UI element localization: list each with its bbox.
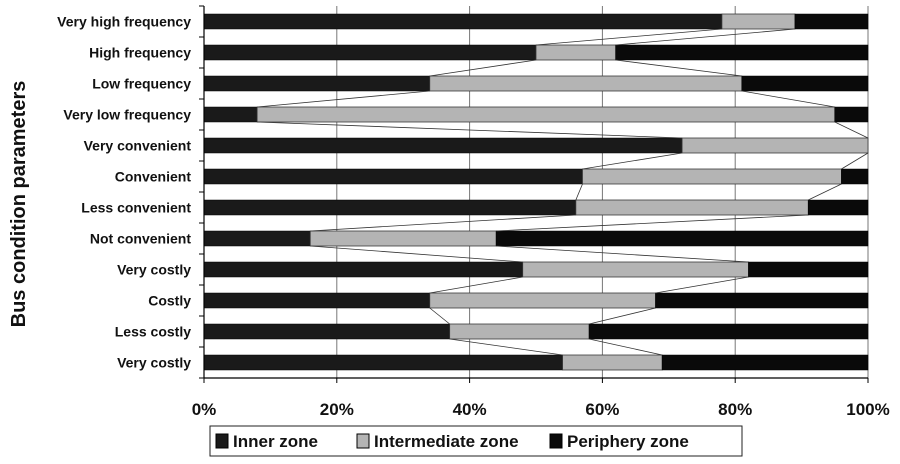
- legend-label: Intermediate zone: [374, 432, 519, 451]
- legend-label: Periphery zone: [567, 432, 689, 451]
- category-label: Low frequency: [92, 76, 191, 92]
- series-line: [834, 121, 869, 139]
- x-tick-label: 60%: [585, 400, 619, 419]
- bar-segment-inner-zone: [203, 354, 563, 371]
- bar-segment-intermediate-zone: [429, 292, 656, 309]
- series-line: [655, 276, 749, 294]
- bar-segment-periphery-zone: [807, 199, 869, 216]
- legend-swatch: [356, 433, 370, 449]
- bar-segment-inner-zone: [203, 261, 523, 278]
- category-label: Not convenient: [90, 231, 191, 247]
- legend-swatch: [215, 433, 229, 449]
- bar-segment-intermediate-zone: [681, 137, 869, 154]
- category-label: Very costly: [117, 262, 191, 278]
- bar-segment-intermediate-zone: [582, 168, 842, 185]
- y-axis-title: Bus condition parameters: [8, 81, 30, 328]
- plot-area: [204, 6, 868, 378]
- series-line: [496, 214, 809, 232]
- bar-segment-periphery-zone: [741, 75, 869, 92]
- bar-segment-inner-zone: [203, 75, 431, 92]
- series-line: [429, 307, 450, 325]
- series-lines: [257, 28, 869, 356]
- legend: Inner zone Intermediate zone Periphery zon…: [209, 425, 743, 457]
- bar-segment-inner-zone: [203, 323, 450, 340]
- bar-segment-inner-zone: [203, 137, 683, 154]
- bar-segment-intermediate-zone: [575, 199, 809, 216]
- bar-segment-periphery-zone: [834, 106, 869, 123]
- bar-segment-intermediate-zone: [256, 106, 836, 123]
- bar-segment-inner-zone: [203, 199, 577, 216]
- series-line: [496, 245, 749, 263]
- bar-segment-periphery-zone: [588, 323, 869, 340]
- category-label: Very high frequency: [57, 14, 191, 30]
- category-label: Less costly: [115, 324, 191, 340]
- axes: [199, 5, 869, 383]
- bar-segment-intermediate-zone: [429, 75, 743, 92]
- x-tick-label: 0%: [192, 400, 217, 419]
- series-line: [589, 307, 656, 325]
- bar-segment-inner-zone: [203, 292, 431, 309]
- bar-segment-intermediate-zone: [721, 13, 796, 30]
- x-tick-label: 40%: [453, 400, 487, 419]
- legend-box: [209, 425, 743, 457]
- bar-segment-intermediate-zone: [522, 261, 749, 278]
- category-label: Very convenient: [84, 138, 192, 154]
- category-labels: Very high frequency High frequency Low fre…: [57, 14, 191, 371]
- bar-segment-inner-zone: [203, 230, 311, 247]
- series-line: [575, 183, 583, 201]
- bar-segment-intermediate-zone: [309, 230, 497, 247]
- bars: [203, 13, 869, 371]
- bar-segment-intermediate-zone: [535, 44, 617, 61]
- category-label: Convenient: [115, 169, 192, 185]
- bar-segment-periphery-zone: [655, 292, 869, 309]
- bar-segment-inner-zone: [203, 13, 723, 30]
- category-label: Costly: [148, 293, 191, 309]
- bar-segment-intermediate-zone: [449, 323, 590, 340]
- series-line: [310, 245, 523, 263]
- x-tick-labels: 0% 20% 40% 60% 80% 100%: [192, 400, 890, 419]
- series-line: [310, 214, 576, 232]
- series-line: [535, 28, 722, 46]
- series-line: [582, 152, 683, 170]
- x-tick-label: 100%: [846, 400, 889, 419]
- bar-segment-inner-zone: [203, 44, 537, 61]
- series-line: [841, 152, 869, 170]
- x-tick-label: 20%: [320, 400, 354, 419]
- bar-segment-periphery-zone: [495, 230, 869, 247]
- bar-segment-periphery-zone: [748, 261, 869, 278]
- bar-segment-periphery-zone: [661, 354, 869, 371]
- series-line: [257, 90, 430, 108]
- series-line: [741, 90, 835, 108]
- series-line: [429, 59, 537, 77]
- bar-segment-periphery-zone: [841, 168, 869, 185]
- bar-segment-intermediate-zone: [562, 354, 663, 371]
- category-label: Very low frequency: [63, 107, 191, 123]
- series-line: [429, 276, 523, 294]
- bar-segment-inner-zone: [203, 168, 583, 185]
- category-label: Less convenient: [81, 200, 191, 216]
- x-tick-label: 80%: [718, 400, 752, 419]
- legend-label: Inner zone: [233, 432, 318, 451]
- category-label: High frequency: [89, 45, 191, 61]
- series-line: [615, 59, 742, 77]
- series-line: [449, 338, 563, 356]
- series-line: [257, 121, 683, 139]
- series-line: [808, 183, 842, 201]
- category-label: Very costly: [117, 355, 191, 371]
- bar-segment-inner-zone: [203, 106, 258, 123]
- legend-swatch: [549, 433, 563, 449]
- series-line: [615, 28, 795, 46]
- bar-segment-periphery-zone: [615, 44, 869, 61]
- bar-segment-periphery-zone: [794, 13, 869, 30]
- series-line: [589, 338, 663, 356]
